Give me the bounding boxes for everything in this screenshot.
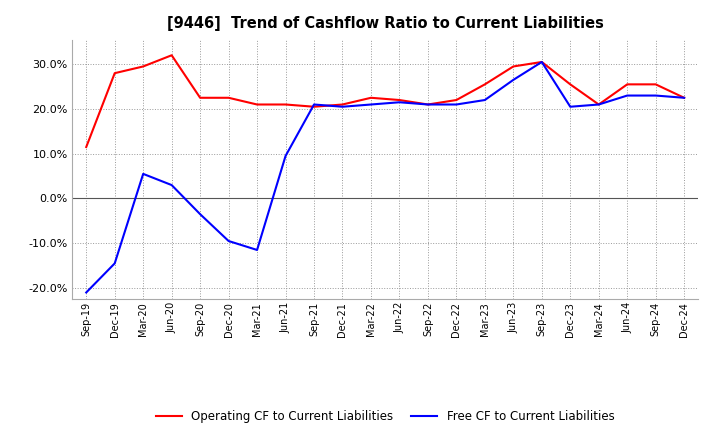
Operating CF to Current Liabilities <box>452 97 461 103</box>
Legend: Operating CF to Current Liabilities, Free CF to Current Liabilities: Operating CF to Current Liabilities, Fre… <box>156 410 614 423</box>
Line: Operating CF to Current Liabilities: Operating CF to Current Liabilities <box>86 55 684 147</box>
Operating CF to Current Liabilities <box>509 64 518 69</box>
Free CF to Current Liabilities <box>225 238 233 244</box>
Operating CF to Current Liabilities <box>139 64 148 69</box>
Operating CF to Current Liabilities <box>395 97 404 103</box>
Free CF to Current Liabilities <box>623 93 631 98</box>
Operating CF to Current Liabilities <box>225 95 233 100</box>
Free CF to Current Liabilities <box>566 104 575 110</box>
Line: Free CF to Current Liabilities: Free CF to Current Liabilities <box>86 62 684 293</box>
Operating CF to Current Liabilities <box>680 95 688 100</box>
Free CF to Current Liabilities <box>395 99 404 105</box>
Operating CF to Current Liabilities <box>253 102 261 107</box>
Operating CF to Current Liabilities <box>282 102 290 107</box>
Operating CF to Current Liabilities <box>338 102 347 107</box>
Free CF to Current Liabilities <box>423 102 432 107</box>
Free CF to Current Liabilities <box>167 183 176 188</box>
Operating CF to Current Liabilities <box>366 95 375 100</box>
Operating CF to Current Liabilities <box>566 82 575 87</box>
Free CF to Current Liabilities <box>310 102 318 107</box>
Operating CF to Current Liabilities <box>167 53 176 58</box>
Operating CF to Current Liabilities <box>310 104 318 110</box>
Free CF to Current Liabilities <box>110 261 119 266</box>
Free CF to Current Liabilities <box>509 77 518 83</box>
Free CF to Current Liabilities <box>196 212 204 217</box>
Operating CF to Current Liabilities <box>82 144 91 150</box>
Free CF to Current Liabilities <box>253 247 261 253</box>
Free CF to Current Liabilities <box>366 102 375 107</box>
Free CF to Current Liabilities <box>282 153 290 158</box>
Free CF to Current Liabilities <box>537 59 546 65</box>
Operating CF to Current Liabilities <box>623 82 631 87</box>
Free CF to Current Liabilities <box>82 290 91 295</box>
Free CF to Current Liabilities <box>595 102 603 107</box>
Free CF to Current Liabilities <box>338 104 347 110</box>
Free CF to Current Liabilities <box>139 171 148 176</box>
Free CF to Current Liabilities <box>480 97 489 103</box>
Operating CF to Current Liabilities <box>595 102 603 107</box>
Operating CF to Current Liabilities <box>423 102 432 107</box>
Operating CF to Current Liabilities <box>652 82 660 87</box>
Operating CF to Current Liabilities <box>196 95 204 100</box>
Operating CF to Current Liabilities <box>110 70 119 76</box>
Free CF to Current Liabilities <box>652 93 660 98</box>
Free CF to Current Liabilities <box>452 102 461 107</box>
Free CF to Current Liabilities <box>680 95 688 100</box>
Title: [9446]  Trend of Cashflow Ratio to Current Liabilities: [9446] Trend of Cashflow Ratio to Curren… <box>167 16 603 32</box>
Operating CF to Current Liabilities <box>537 59 546 65</box>
Operating CF to Current Liabilities <box>480 82 489 87</box>
